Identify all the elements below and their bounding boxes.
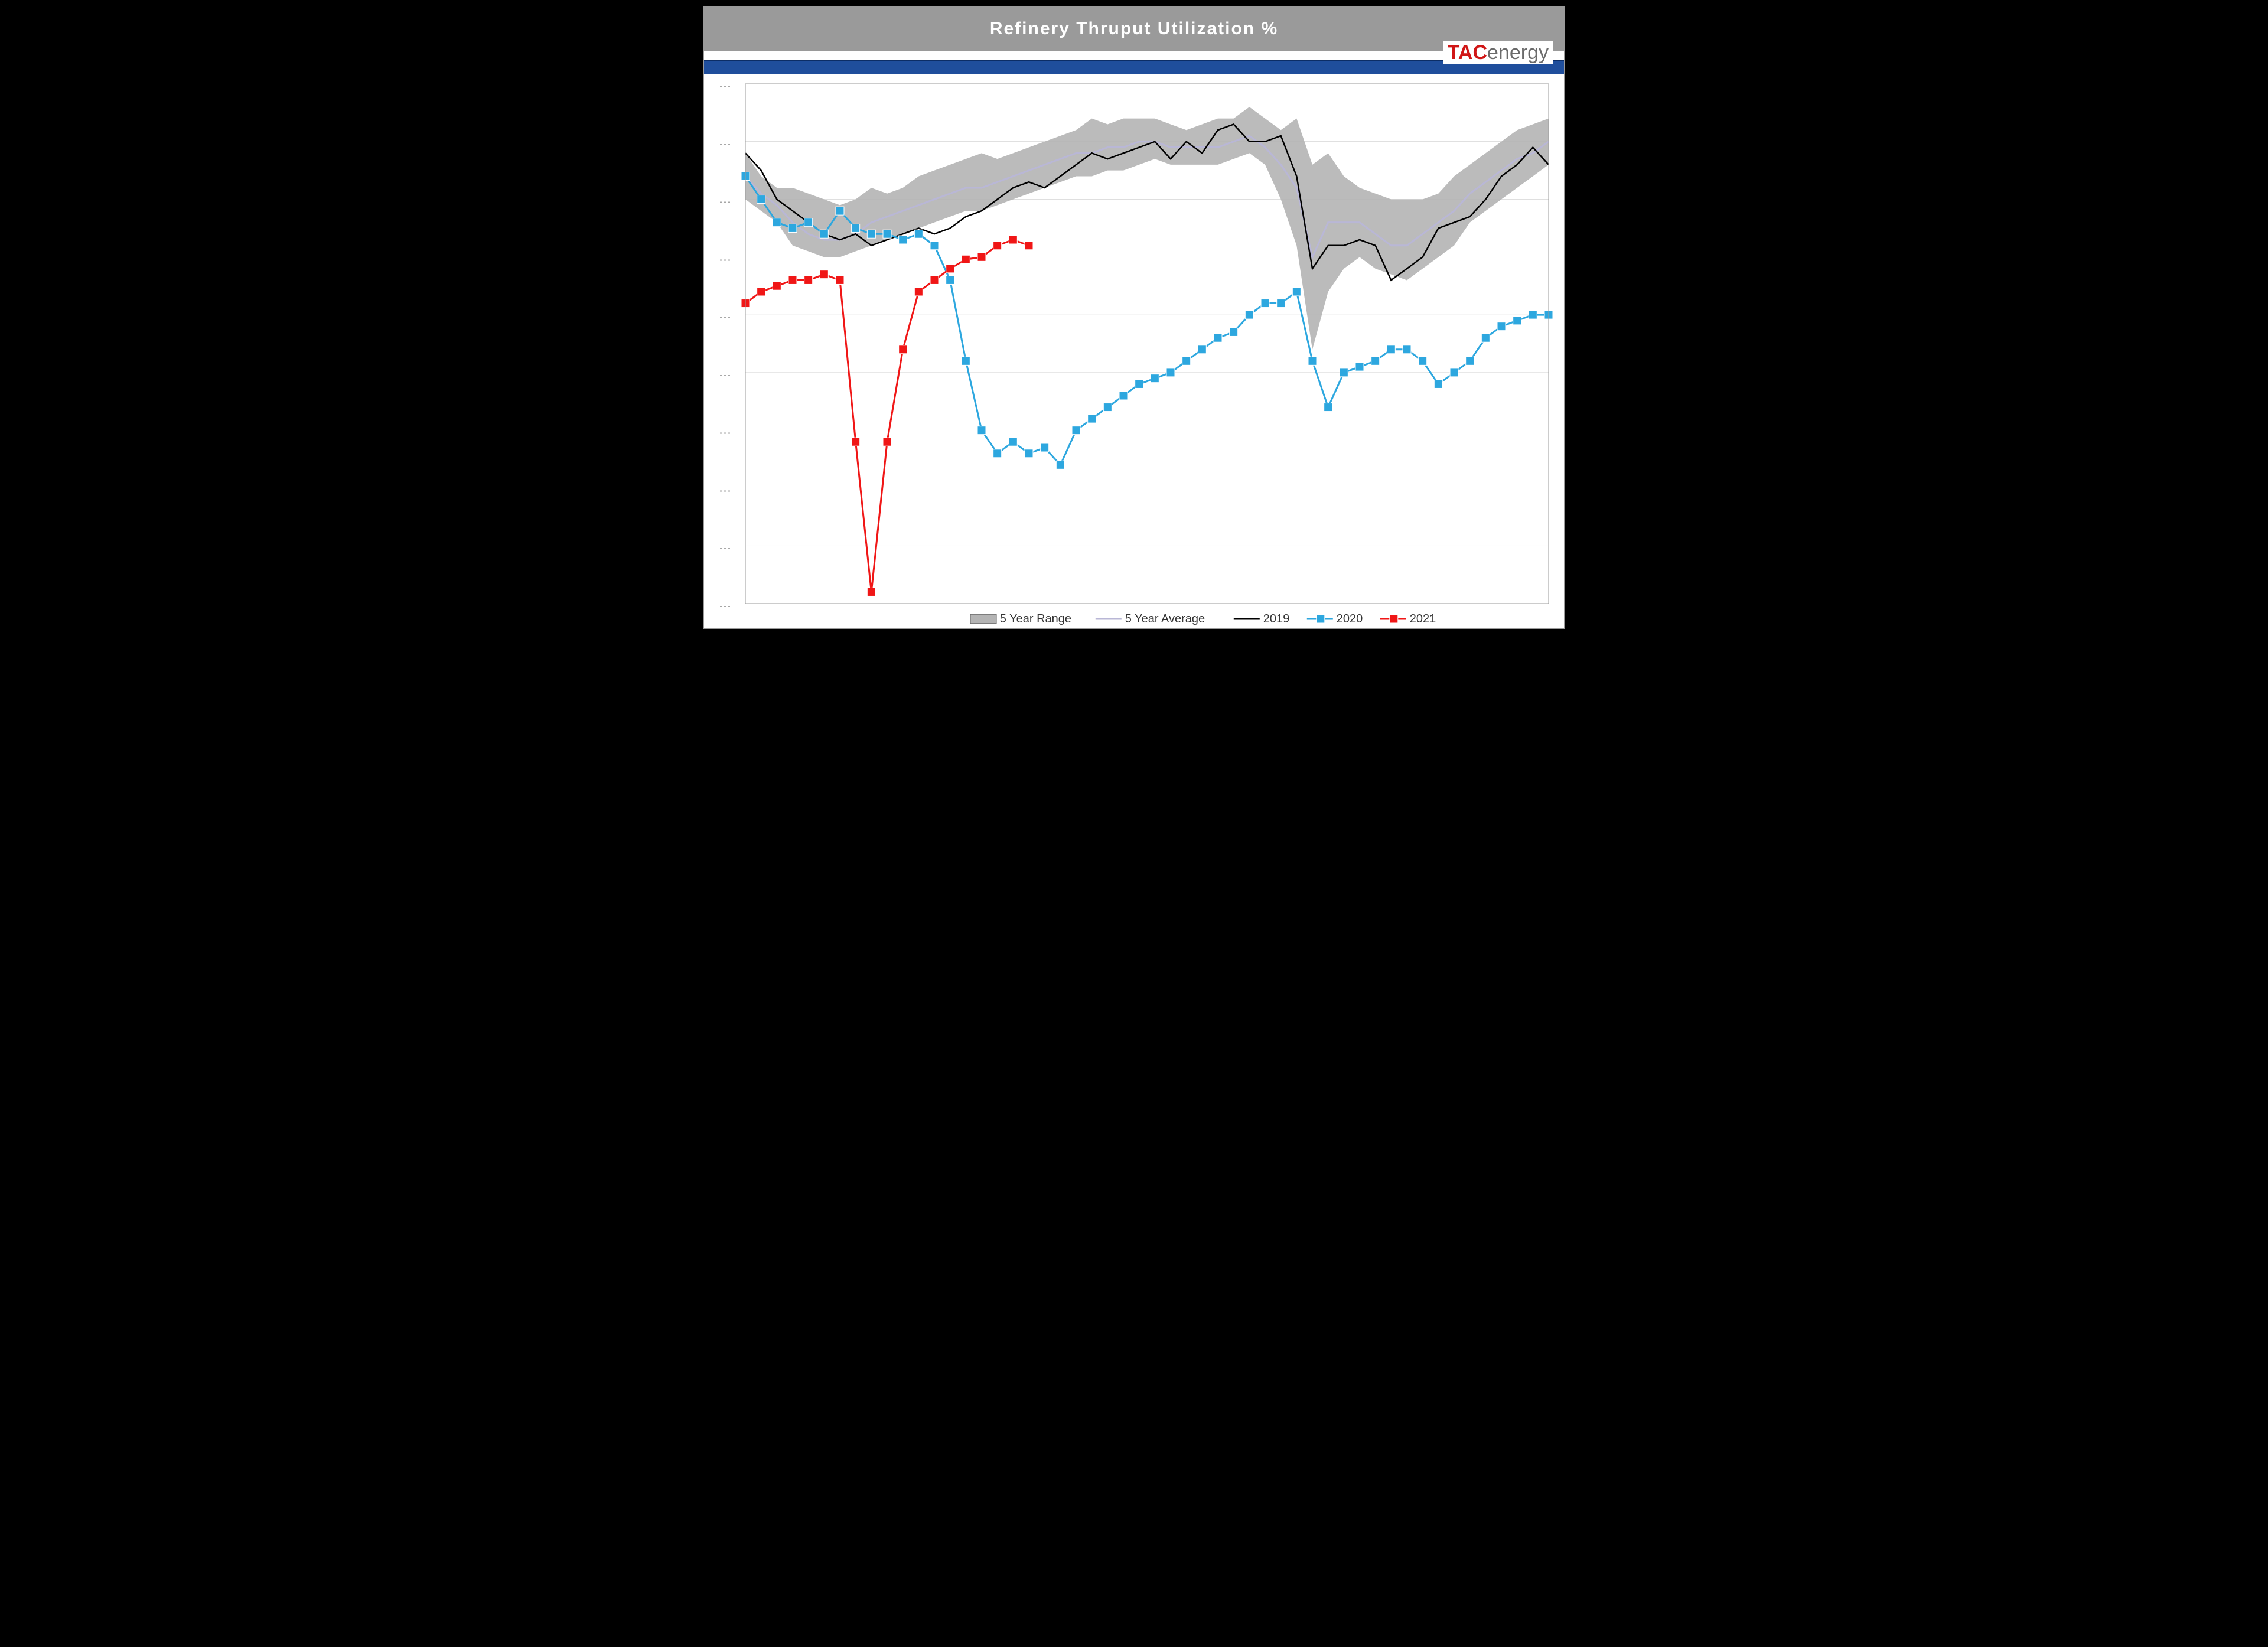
svg-text:...: ... bbox=[719, 540, 732, 552]
svg-text:5 Year Range: 5 Year Range bbox=[1000, 612, 1071, 625]
svg-text:...: ... bbox=[719, 425, 732, 436]
svg-text:...: ... bbox=[719, 194, 732, 206]
svg-text:...: ... bbox=[719, 598, 732, 609]
svg-text:...: ... bbox=[719, 482, 732, 494]
svg-text:...: ... bbox=[719, 136, 732, 148]
accent-strip bbox=[704, 60, 1564, 74]
brand-prefix: TAC bbox=[1448, 41, 1487, 64]
svg-text:5 Year Average: 5 Year Average bbox=[1125, 612, 1205, 625]
svg-text:2020: 2020 bbox=[1337, 612, 1363, 625]
chart-panel: Refinery Thruput Utilization % TACenergy… bbox=[703, 6, 1565, 629]
svg-text:...: ... bbox=[719, 78, 732, 90]
chart-area: .............................. 5 Year Ran… bbox=[704, 78, 1564, 628]
brand-suffix: energy bbox=[1487, 41, 1549, 64]
brand-logo: TACenergy bbox=[1443, 41, 1553, 64]
svg-text:...: ... bbox=[719, 367, 732, 379]
chart-svg: .............................. 5 Year Ran… bbox=[704, 78, 1565, 633]
legend: 5 Year Range 5 Year Average 2019 2020 2021 bbox=[970, 612, 1436, 625]
svg-text:2019: 2019 bbox=[1263, 612, 1290, 625]
svg-text:...: ... bbox=[719, 309, 732, 321]
svg-text:...: ... bbox=[719, 251, 732, 263]
chart-title: Refinery Thruput Utilization % bbox=[990, 19, 1278, 39]
title-bar: Refinery Thruput Utilization % bbox=[704, 7, 1564, 51]
svg-text:2021: 2021 bbox=[1410, 612, 1436, 625]
